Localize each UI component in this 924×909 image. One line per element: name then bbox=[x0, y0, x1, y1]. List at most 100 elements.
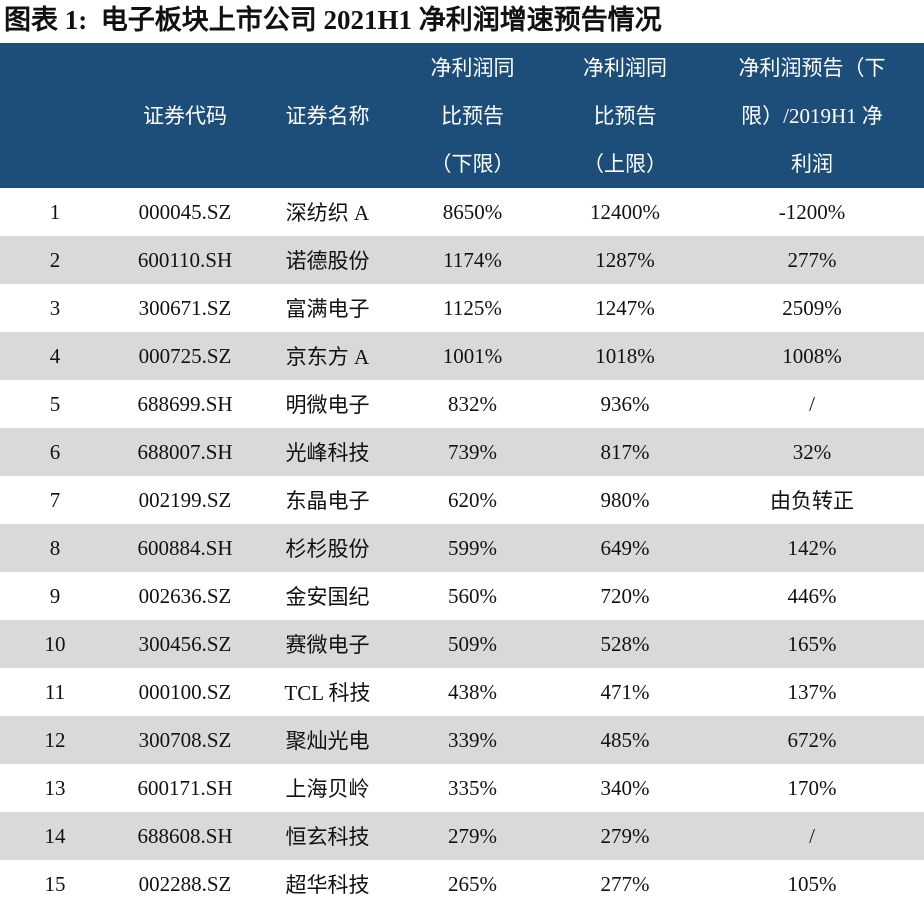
table-cell: 600884.SH bbox=[110, 524, 260, 572]
table-cell: 13 bbox=[44, 775, 66, 800]
table-cell: 6 bbox=[0, 428, 110, 476]
table-cell: 980% bbox=[600, 487, 650, 512]
table-cell: 恒玄科技 bbox=[260, 812, 395, 860]
table-cell: 1 bbox=[49, 199, 61, 224]
header-cell: 净利润同 比预告 （下限） bbox=[395, 43, 550, 188]
table-cell: 7 bbox=[49, 487, 61, 512]
table-cell: 1125% bbox=[443, 295, 502, 320]
table-cell: 14 bbox=[0, 812, 110, 860]
table-cell: 277% bbox=[700, 236, 924, 284]
table-cell: 438% bbox=[448, 679, 497, 704]
table-cell: 105% bbox=[787, 871, 837, 896]
table-cell: 8650% bbox=[442, 199, 503, 224]
table-cell: 9 bbox=[49, 583, 61, 608]
table-cell: 1018% bbox=[550, 332, 700, 380]
table-cell: 446% bbox=[787, 583, 837, 608]
table-cell: 8 bbox=[0, 524, 110, 572]
header-line: 比预告 bbox=[593, 103, 657, 128]
header-line: 证券代码 bbox=[143, 103, 227, 128]
header-line: （下限） bbox=[430, 151, 515, 176]
table-row: 5 688699.SH 明微电子 832% 936% / bbox=[0, 380, 924, 428]
table-cell: 739% bbox=[395, 428, 550, 476]
table-cell: 471% bbox=[600, 679, 650, 704]
table-cell: 688699.SH bbox=[137, 391, 233, 416]
table-cell: 000045.SZ bbox=[138, 199, 232, 224]
table-cell: 600110.SH bbox=[110, 236, 260, 284]
table-cell: 1001% bbox=[395, 332, 550, 380]
table-cell: 672% bbox=[700, 716, 924, 764]
table-cell: TCL 科技 bbox=[284, 681, 371, 705]
table-cell: 1008% bbox=[700, 332, 924, 380]
table-cell: 诺德股份 bbox=[260, 236, 395, 284]
table-cell: 2 bbox=[0, 236, 110, 284]
table-cell: 142% bbox=[700, 524, 924, 572]
table-cell: 832% bbox=[448, 391, 497, 416]
table-cell: 300708.SZ bbox=[110, 716, 260, 764]
table-row: 8 600884.SH 杉杉股份 599% 649% 142% bbox=[0, 524, 924, 572]
table-cell: 京东方 A bbox=[260, 332, 395, 380]
header-line: （上限） bbox=[583, 151, 667, 176]
table-cell: 600171.SH bbox=[137, 775, 233, 800]
table-cell: 279% bbox=[550, 812, 700, 860]
table-cell: 赛微电子 bbox=[260, 620, 395, 668]
table-row: 1 000045.SZ 深纺织 A 8650% 12400% -1200% bbox=[0, 188, 924, 236]
table-cell: 聚灿光电 bbox=[260, 716, 395, 764]
table-cell: 12400% bbox=[590, 199, 660, 224]
table-row: 15 002288.SZ 超华科技 265% 277% 105% bbox=[0, 860, 924, 908]
table-cell: 由负转正 bbox=[770, 489, 854, 513]
header-line: 利润 bbox=[791, 151, 833, 176]
header-cell: 证券名称 bbox=[260, 43, 395, 188]
header-cell: 净利润预告（下 限）/2019H1 净利润 bbox=[700, 43, 924, 188]
table-row: 4 000725.SZ 京东方 A 1001% 1018% 1008% bbox=[0, 332, 924, 380]
table-row: 11 000100.SZ TCL 科技 438% 471% 137% bbox=[0, 668, 924, 716]
table-cell: 688007.SH bbox=[110, 428, 260, 476]
table-cell: 11 bbox=[44, 679, 66, 704]
table-cell: 1287% bbox=[550, 236, 700, 284]
header-line: 净利润预告（下 bbox=[738, 55, 886, 80]
table-cell: 4 bbox=[0, 332, 110, 380]
table-cell: 10 bbox=[0, 620, 110, 668]
table-cell: 265% bbox=[448, 871, 497, 896]
table-row: 3 300671.SZ 富满电子 1125% 1247% 2509% bbox=[0, 284, 924, 332]
table-cell: 5 bbox=[49, 391, 61, 416]
table-cell: 15 bbox=[44, 871, 66, 896]
table-cell: 000100.SZ bbox=[138, 679, 232, 704]
table-cell: 170% bbox=[787, 775, 837, 800]
table-cell: 深纺织 A bbox=[285, 201, 370, 225]
header-line: 净利润同 bbox=[583, 55, 667, 80]
table-cell: 279% bbox=[395, 812, 550, 860]
table-cell: 002199.SZ bbox=[138, 487, 232, 512]
table-row: 9 002636.SZ 金安国纪 560% 720% 446% bbox=[0, 572, 924, 620]
header-cell: 证券代码 bbox=[110, 43, 260, 188]
table-cell: 339% bbox=[395, 716, 550, 764]
table-cell: 277% bbox=[600, 871, 650, 896]
table-cell: 富满电子 bbox=[285, 297, 370, 321]
table-cell: 1174% bbox=[395, 236, 550, 284]
table-cell: 东晶电子 bbox=[285, 489, 370, 513]
table-row: 10 300456.SZ 赛微电子 509% 528% 165% bbox=[0, 620, 924, 668]
title: 图表 1: 电子板块上市公司 2021H1 净利润增速预告情况 bbox=[4, 5, 662, 35]
table-cell: 2509% bbox=[782, 295, 842, 320]
table-row: 6 688007.SH 光峰科技 739% 817% 32% bbox=[0, 428, 924, 476]
table-cell: 165% bbox=[700, 620, 924, 668]
table-cell: 528% bbox=[550, 620, 700, 668]
table-cell: 340% bbox=[600, 775, 650, 800]
table-cell: 超华科技 bbox=[285, 873, 370, 897]
table-cell: 137% bbox=[787, 679, 837, 704]
table-cell: 3 bbox=[49, 295, 61, 320]
table-cell: 光峰科技 bbox=[260, 428, 395, 476]
table-cell: 688608.SH bbox=[110, 812, 260, 860]
table-cell: 560% bbox=[448, 583, 497, 608]
table-row: 7 002199.SZ 东晶电子 620% 980% 由负转正 bbox=[0, 476, 924, 524]
table-cell: 485% bbox=[550, 716, 700, 764]
table-cell: 936% bbox=[600, 391, 650, 416]
table-cell: 509% bbox=[395, 620, 550, 668]
table-body: 1 000045.SZ 深纺织 A 8650% 12400% -1200% 2 600110.… bbox=[0, 188, 924, 908]
table-cell: / bbox=[700, 812, 924, 860]
table-cell: 1247% bbox=[595, 295, 655, 320]
table-cell: 000725.SZ bbox=[110, 332, 260, 380]
header-line: 比预告 bbox=[441, 103, 504, 128]
table-cell: 明微电子 bbox=[285, 393, 370, 417]
table-row: 13 600171.SH 上海贝岭 335% 340% 170% bbox=[0, 764, 924, 812]
